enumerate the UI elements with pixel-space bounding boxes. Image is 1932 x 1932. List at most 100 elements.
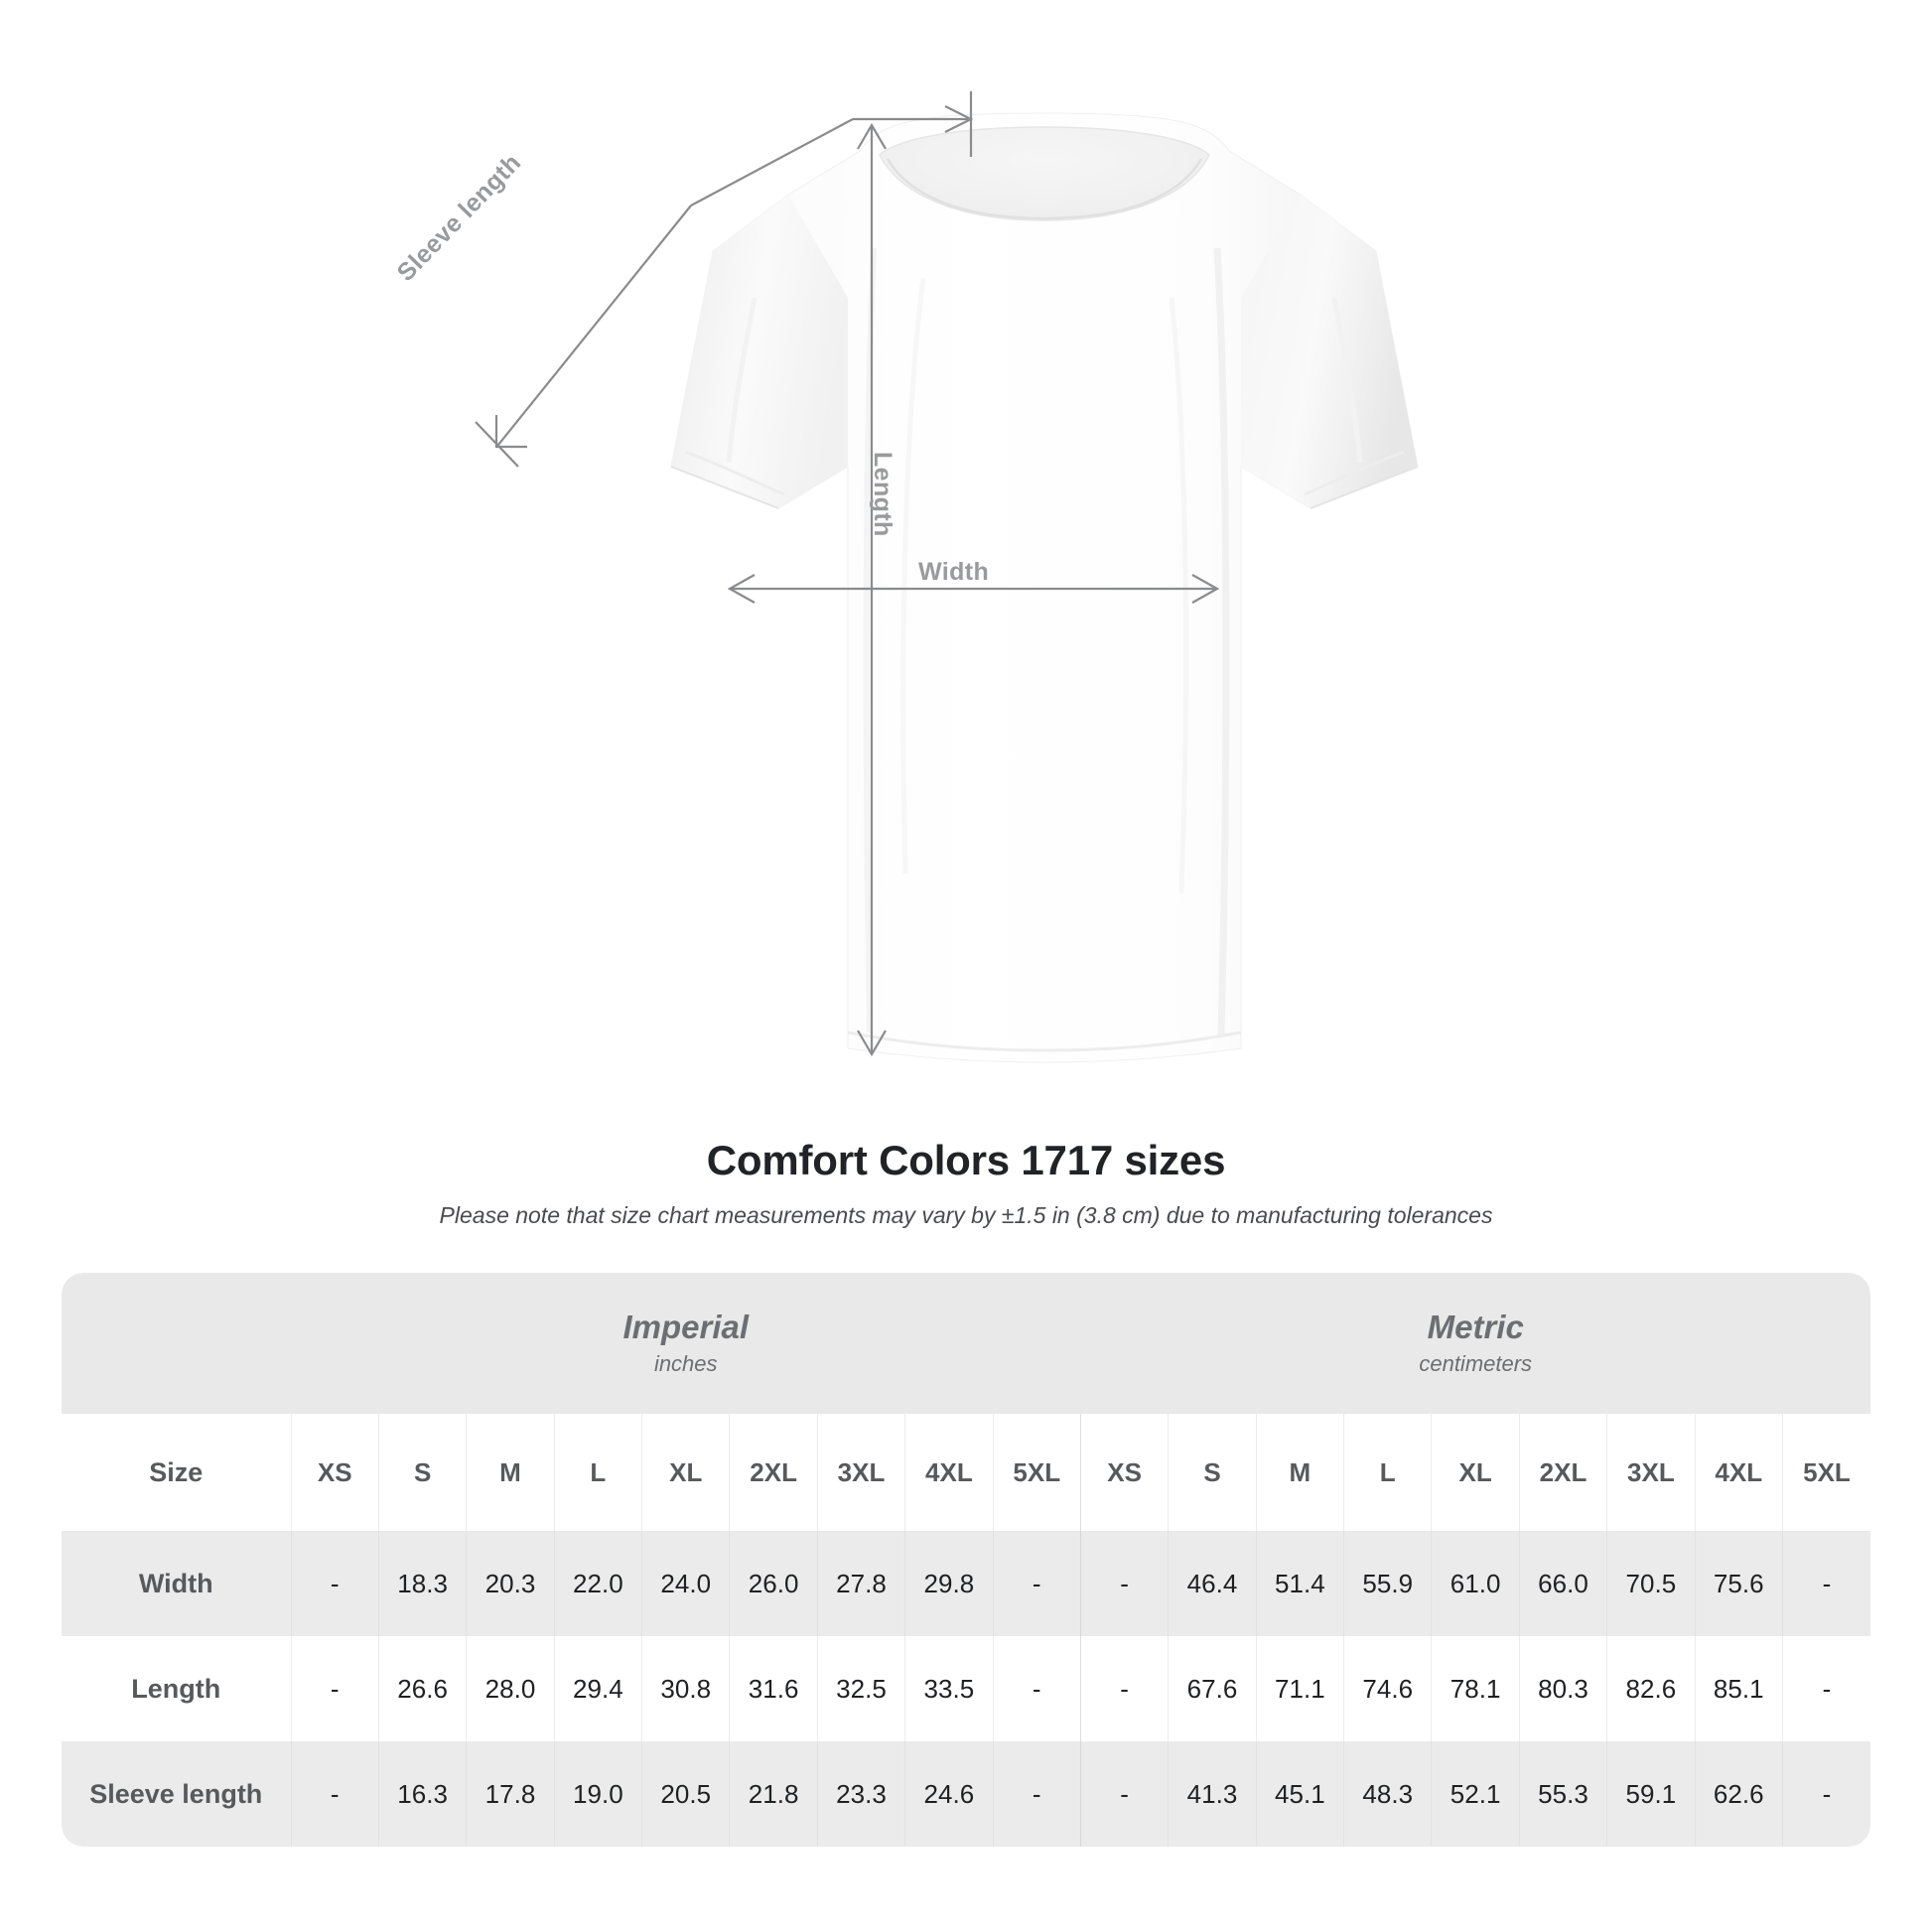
cell-length-imperial-s: 26.6 bbox=[377, 1636, 467, 1741]
header-size-label: Size bbox=[62, 1414, 292, 1531]
tshirt-diagram: Sleeve length Length Width bbox=[391, 91, 1419, 1063]
header-metric-3xl: 3XL bbox=[1606, 1414, 1696, 1531]
header-imperial-l: L bbox=[553, 1414, 642, 1531]
metric-sub: centimeters bbox=[1419, 1351, 1533, 1377]
cell-length-metric-3xl: 82.6 bbox=[1606, 1636, 1696, 1741]
cell-length-imperial-m: 28.0 bbox=[466, 1636, 555, 1741]
cell-length-imperial-4xl: 33.5 bbox=[904, 1636, 994, 1741]
header-metric-s: S bbox=[1168, 1414, 1257, 1531]
tshirt-illustration bbox=[475, 91, 1419, 1063]
unit-banner-metric: Metric centimeters bbox=[1080, 1273, 1870, 1414]
header-metric-5xl: 5XL bbox=[1781, 1414, 1870, 1531]
cell-sleeve-metric-s: 41.3 bbox=[1168, 1741, 1257, 1847]
header-metric-xs: XS bbox=[1079, 1414, 1169, 1531]
metric-name: Metric bbox=[1427, 1308, 1524, 1345]
cell-length-imperial-3xl: 32.5 bbox=[816, 1636, 905, 1741]
header-metric-xl: XL bbox=[1431, 1414, 1520, 1531]
cell-width-metric-m: 51.4 bbox=[1255, 1531, 1344, 1636]
cell-length-metric-xs: - bbox=[1079, 1636, 1169, 1741]
cell-sleeve-imperial-s: 16.3 bbox=[377, 1741, 467, 1847]
cell-width-imperial-xs: - bbox=[290, 1531, 379, 1636]
row-label-width: Width bbox=[62, 1531, 292, 1636]
cell-sleeve-metric-2xl: 55.3 bbox=[1518, 1741, 1607, 1847]
row-label-length: Length bbox=[62, 1636, 292, 1741]
cell-sleeve-metric-5xl: - bbox=[1781, 1741, 1870, 1847]
table-row-width: Width - 18.3 20.3 22.0 24.0 26.0 27.8 29… bbox=[62, 1531, 1870, 1636]
size-header-row: Size XS S M L XL 2XL 3XL 4XL 5XL XS S M … bbox=[62, 1414, 1870, 1531]
cell-width-metric-xs: - bbox=[1079, 1531, 1169, 1636]
header-metric-2xl: 2XL bbox=[1518, 1414, 1607, 1531]
cell-width-metric-2xl: 66.0 bbox=[1518, 1531, 1607, 1636]
cell-length-imperial-2xl: 31.6 bbox=[729, 1636, 818, 1741]
cell-sleeve-metric-m: 45.1 bbox=[1255, 1741, 1344, 1847]
sleeve-measure-line bbox=[475, 91, 974, 468]
cell-width-metric-xl: 61.0 bbox=[1431, 1531, 1520, 1636]
cell-width-imperial-5xl: - bbox=[992, 1531, 1081, 1636]
cell-width-imperial-l: 22.0 bbox=[553, 1531, 642, 1636]
cell-sleeve-metric-4xl: 62.6 bbox=[1694, 1741, 1783, 1847]
header-imperial-3xl: 3XL bbox=[816, 1414, 905, 1531]
header-imperial-m: M bbox=[466, 1414, 555, 1531]
cell-width-imperial-xl: 24.0 bbox=[641, 1531, 730, 1636]
size-chart-table: Imperial inches Metric centimeters Size … bbox=[62, 1273, 1870, 1847]
cell-length-imperial-xl: 30.8 bbox=[641, 1636, 730, 1741]
cell-width-metric-l: 55.9 bbox=[1343, 1531, 1432, 1636]
cell-width-imperial-s: 18.3 bbox=[377, 1531, 467, 1636]
cell-sleeve-imperial-xl: 20.5 bbox=[641, 1741, 730, 1847]
tolerance-note: Please note that size chart measurements… bbox=[439, 1202, 1493, 1228]
cell-width-metric-4xl: 75.6 bbox=[1694, 1531, 1783, 1636]
header-imperial-s: S bbox=[377, 1414, 467, 1531]
cell-sleeve-imperial-2xl: 21.8 bbox=[729, 1741, 818, 1847]
cell-length-metric-s: 67.6 bbox=[1168, 1636, 1257, 1741]
cell-width-metric-3xl: 70.5 bbox=[1606, 1531, 1696, 1636]
width-label: Width bbox=[918, 558, 990, 586]
size-chart-table-wrapper: Imperial inches Metric centimeters Size … bbox=[62, 1273, 1870, 1847]
header-metric-l: L bbox=[1343, 1414, 1432, 1531]
header-imperial-2xl: 2XL bbox=[729, 1414, 818, 1531]
row-label-sleeve-length: Sleeve length bbox=[62, 1741, 292, 1847]
page-title: Comfort Colors 1717 sizes bbox=[706, 1137, 1226, 1183]
cell-width-imperial-2xl: 26.0 bbox=[729, 1531, 818, 1636]
cell-length-metric-4xl: 85.1 bbox=[1694, 1636, 1783, 1741]
table-row-length: Length - 26.6 28.0 29.4 30.8 31.6 32.5 3… bbox=[62, 1636, 1870, 1741]
cell-sleeve-metric-xl: 52.1 bbox=[1431, 1741, 1520, 1847]
header-metric-4xl: 4XL bbox=[1694, 1414, 1783, 1531]
unit-banner-row: Imperial inches Metric centimeters bbox=[62, 1273, 1870, 1414]
cell-sleeve-imperial-4xl: 24.6 bbox=[904, 1741, 994, 1847]
cell-length-metric-l: 74.6 bbox=[1343, 1636, 1432, 1741]
cell-sleeve-metric-xs: - bbox=[1079, 1741, 1169, 1847]
cell-sleeve-metric-3xl: 59.1 bbox=[1606, 1741, 1696, 1847]
header-imperial-xl: XL bbox=[641, 1414, 730, 1531]
cell-width-metric-5xl: - bbox=[1781, 1531, 1870, 1636]
cell-width-imperial-4xl: 29.8 bbox=[904, 1531, 994, 1636]
measurement-lines bbox=[475, 91, 1220, 1057]
cell-sleeve-imperial-m: 17.8 bbox=[466, 1741, 555, 1847]
cell-length-imperial-xs: - bbox=[290, 1636, 379, 1741]
cell-sleeve-imperial-5xl: - bbox=[992, 1741, 1081, 1847]
width-measure-line bbox=[727, 574, 1220, 604]
cell-length-imperial-5xl: - bbox=[992, 1636, 1081, 1741]
unit-banner-imperial: Imperial inches bbox=[291, 1273, 1081, 1414]
cell-width-imperial-3xl: 27.8 bbox=[816, 1531, 905, 1636]
cell-sleeve-imperial-3xl: 23.3 bbox=[816, 1741, 905, 1847]
cell-sleeve-imperial-xs: - bbox=[290, 1741, 379, 1847]
cell-length-metric-2xl: 80.3 bbox=[1518, 1636, 1607, 1741]
header-imperial-5xl: 5XL bbox=[992, 1414, 1081, 1531]
table-row-sleeve-length: Sleeve length - 16.3 17.8 19.0 20.5 21.8… bbox=[62, 1741, 1870, 1847]
header-metric-m: M bbox=[1255, 1414, 1344, 1531]
cell-sleeve-imperial-l: 19.0 bbox=[553, 1741, 642, 1847]
cell-length-metric-m: 71.1 bbox=[1255, 1636, 1344, 1741]
cell-length-metric-xl: 78.1 bbox=[1431, 1636, 1520, 1741]
length-label: Length bbox=[869, 452, 897, 537]
cell-length-metric-5xl: - bbox=[1781, 1636, 1870, 1741]
cell-length-imperial-l: 29.4 bbox=[553, 1636, 642, 1741]
cell-sleeve-metric-l: 48.3 bbox=[1343, 1741, 1432, 1847]
unit-banner-spacer bbox=[62, 1273, 292, 1414]
cell-width-metric-s: 46.4 bbox=[1168, 1531, 1257, 1636]
imperial-sub: inches bbox=[653, 1351, 718, 1377]
imperial-name: Imperial bbox=[622, 1308, 750, 1345]
title-block: Comfort Colors 1717 sizes Please note th… bbox=[0, 1112, 1932, 1229]
header-imperial-xs: XS bbox=[290, 1414, 379, 1531]
cell-width-imperial-m: 20.3 bbox=[466, 1531, 555, 1636]
header-imperial-4xl: 4XL bbox=[904, 1414, 994, 1531]
